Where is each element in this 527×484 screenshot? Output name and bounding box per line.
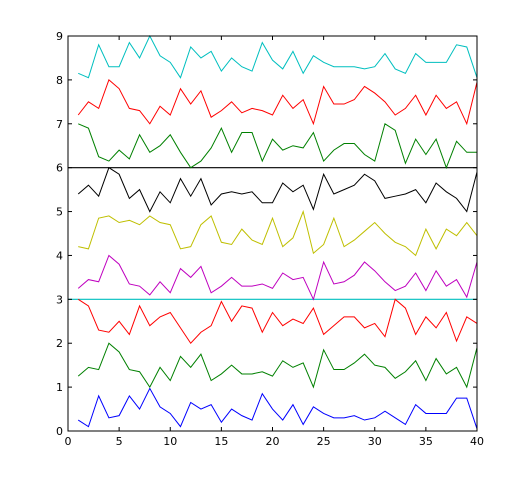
series-line-8 bbox=[77, 79, 478, 126]
y-tick-label: 5 bbox=[56, 206, 63, 219]
y-tick-label: 9 bbox=[56, 30, 63, 43]
y-tick-label: 3 bbox=[56, 293, 63, 306]
x-tick-label: 10 bbox=[163, 435, 177, 448]
x-tick-label: 35 bbox=[419, 435, 433, 448]
y-tick-label: 6 bbox=[56, 162, 63, 175]
x-tick-label: 25 bbox=[317, 435, 331, 448]
series-line-9 bbox=[78, 34, 478, 79]
series-line-4 bbox=[77, 254, 478, 301]
y-axis: 0 1 2 3 4 5 6 7 8 9 bbox=[56, 30, 477, 438]
x-tick-label: 15 bbox=[214, 435, 228, 448]
series-line-5 bbox=[78, 209, 478, 257]
x-tick-label: 20 bbox=[266, 435, 280, 448]
y-tick-label: 8 bbox=[56, 74, 63, 87]
y-tick-label: 1 bbox=[56, 381, 63, 394]
y-tick-label: 0 bbox=[56, 425, 63, 438]
y-tick-label: 2 bbox=[56, 337, 63, 350]
series-line-2 bbox=[77, 342, 478, 389]
series-line-3 bbox=[77, 298, 478, 345]
x-tick-label: 40 bbox=[470, 435, 484, 448]
y-tick-label: 7 bbox=[56, 118, 63, 131]
x-tick-label: 30 bbox=[368, 435, 382, 448]
x-axis: 0 5 10 15 20 25 30 35 40 bbox=[65, 36, 484, 448]
series-line-1 bbox=[77, 387, 478, 429]
x-tick-label: 5 bbox=[116, 435, 123, 448]
series-line-6 bbox=[77, 166, 478, 213]
y-tick-label: 4 bbox=[56, 249, 63, 262]
reference-lines bbox=[68, 167, 477, 300]
plot-background bbox=[68, 36, 477, 431]
series-group bbox=[77, 34, 478, 429]
series-line-7 bbox=[78, 122, 477, 170]
x-tick-label: 0 bbox=[65, 435, 72, 448]
